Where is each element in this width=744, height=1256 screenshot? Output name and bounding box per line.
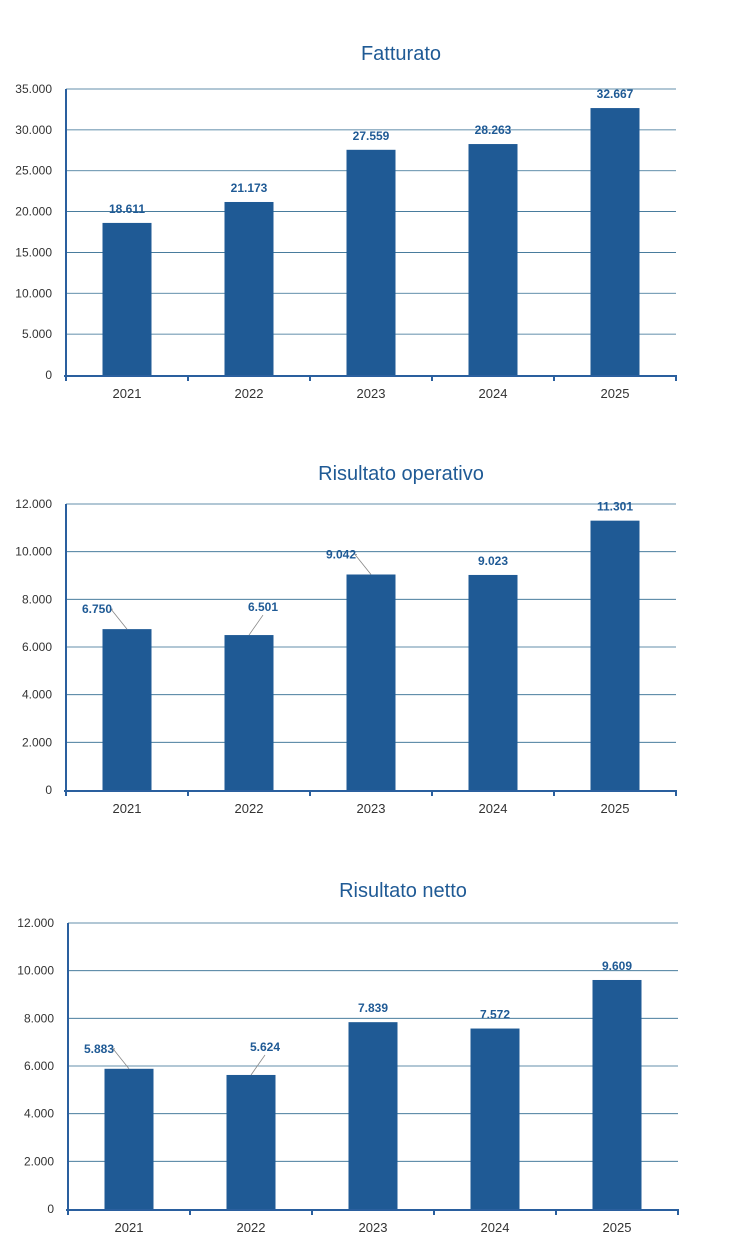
data-label: 9.609 <box>602 959 632 973</box>
data-label: 18.611 <box>109 202 145 216</box>
bar <box>224 635 274 790</box>
data-label-leader <box>112 1048 130 1070</box>
chart-title: Fatturato <box>361 43 441 65</box>
y-tick-label: 8.000 <box>22 592 52 606</box>
data-label: 6.750 <box>82 602 112 616</box>
x-tick-label: 2023 <box>357 801 386 816</box>
x-tick-label: 2021 <box>113 386 142 401</box>
y-tick-label: 30.000 <box>15 123 52 137</box>
y-tick-label: 0 <box>47 1202 54 1216</box>
y-tick-label: 4.000 <box>22 688 52 702</box>
x-tick-label: 2024 <box>479 801 508 816</box>
data-label: 7.572 <box>480 1008 510 1022</box>
y-tick-label: 15.000 <box>15 245 52 259</box>
bar <box>226 1074 276 1209</box>
y-tick-label: 5.000 <box>22 327 52 341</box>
x-tick-label: 2023 <box>359 1220 388 1235</box>
y-tick-label: 35.000 <box>15 82 52 96</box>
y-tick-label: 10.000 <box>15 545 52 559</box>
y-tick-label: 8.000 <box>24 1011 54 1025</box>
data-label-leader <box>354 554 372 575</box>
bar <box>102 629 152 790</box>
y-tick-label: 0 <box>45 368 52 382</box>
x-tick-label: 2024 <box>479 386 508 401</box>
x-tick-label: 2021 <box>113 801 142 816</box>
x-tick-label: 2025 <box>603 1220 632 1235</box>
chart-title: Risultato operativo <box>318 463 484 485</box>
data-label-leader <box>110 608 128 630</box>
data-label: 21.173 <box>231 181 268 195</box>
chart-title: Risultato netto <box>339 880 467 902</box>
x-tick-label: 2022 <box>235 801 264 816</box>
bar <box>104 1068 154 1209</box>
x-tick-label: 2025 <box>601 801 630 816</box>
bar <box>348 1022 398 1209</box>
bar <box>346 149 396 375</box>
x-tick-label: 2022 <box>237 1220 266 1235</box>
y-tick-label: 12.000 <box>15 497 52 511</box>
data-label: 28.263 <box>475 123 512 137</box>
bar <box>590 108 640 376</box>
bar <box>102 222 152 375</box>
x-tick-label: 2025 <box>601 386 630 401</box>
data-label: 6.501 <box>248 600 278 614</box>
chart-risultato-operativo: Risultato operativo 0 2.000 4.000 6.000 8.000… <box>15 463 677 816</box>
x-tick-label: 2023 <box>357 386 386 401</box>
y-tick-label: 12.000 <box>17 916 54 930</box>
chart-risultato-netto: Risultato netto 0 2.000 4.000 6.000 8.000 10.0… <box>17 880 679 1235</box>
y-tick-label: 20.000 <box>15 205 52 219</box>
chart-fatturato: Fatturato 0 5.000 10.000 15.000 20.000 25.000 3… <box>15 43 677 401</box>
x-tick-label: 2021 <box>115 1220 144 1235</box>
data-label: 7.839 <box>358 1001 388 1015</box>
data-label: 9.023 <box>478 554 508 568</box>
y-tick-label: 25.000 <box>15 164 52 178</box>
y-tick-label: 4.000 <box>24 1107 54 1121</box>
y-tick-label: 10.000 <box>15 286 52 300</box>
bar <box>468 574 518 790</box>
bar <box>468 144 518 375</box>
data-label-leader <box>250 1054 266 1076</box>
data-label-leader <box>248 614 264 636</box>
y-tick-label: 6.000 <box>24 1059 54 1073</box>
bar <box>346 574 396 790</box>
bar <box>592 979 642 1209</box>
data-label: 5.883 <box>84 1042 114 1056</box>
y-tick-label: 6.000 <box>22 640 52 654</box>
y-tick-label: 2.000 <box>24 1154 54 1168</box>
bar <box>224 201 274 375</box>
data-label: 9.042 <box>326 547 356 561</box>
x-tick-label: 2022 <box>235 386 264 401</box>
data-label: 27.559 <box>353 129 390 143</box>
y-tick-label: 2.000 <box>22 735 52 749</box>
y-tick-label: 0 <box>45 783 52 797</box>
data-label: 11.301 <box>597 500 633 514</box>
y-tick-label: 10.000 <box>17 964 54 978</box>
data-label: 5.624 <box>250 1040 280 1054</box>
bar <box>470 1028 520 1209</box>
data-label: 32.667 <box>597 87 634 101</box>
bar <box>590 520 640 790</box>
x-tick-label: 2024 <box>481 1220 510 1235</box>
